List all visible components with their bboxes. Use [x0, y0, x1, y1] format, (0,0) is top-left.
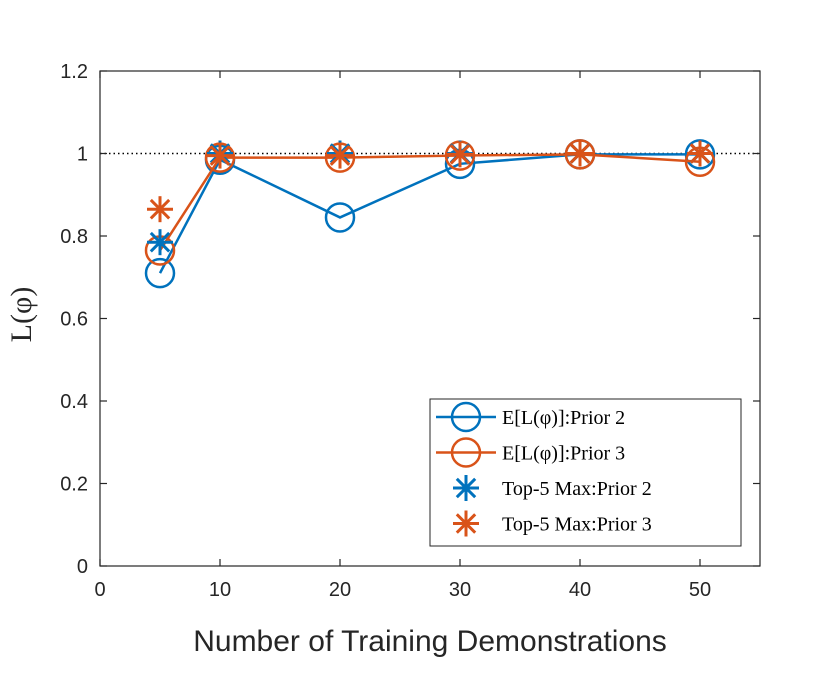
y-tick-label-0.2: 0.2 [60, 474, 88, 496]
x-tick-label-30: 30 [449, 579, 471, 601]
x-tick-label-10: 10 [209, 579, 231, 601]
series-4-point-2 [207, 142, 233, 169]
x-tick-label-20: 20 [329, 579, 351, 601]
series-4-point-4 [447, 141, 473, 168]
legend-marker-2 [450, 437, 482, 468]
series-2-line [158, 153, 701, 252]
y-tick-label-0.6: 0.6 [60, 309, 88, 331]
x-tick-label-0: 0 [94, 579, 105, 601]
legend-label-1: E[L(φ)]:Prior 2 [502, 407, 625, 429]
series-1-point-1 [144, 257, 176, 289]
x-axis-label: Number of Training Demonstrations [193, 625, 667, 658]
series-2-point-5 [564, 139, 596, 170]
legend: E[L(φ)]:Prior 2 E[L(φ)]:Prior 3 Top-5 Max:… [429, 398, 742, 547]
legend-entry-4: Top-5 Max:Prior 3 [453, 510, 652, 537]
y-tick-label-1: 1 [77, 144, 88, 166]
series-4-point-3 [327, 142, 353, 169]
y-tick-label-0.8: 0.8 [60, 226, 88, 248]
legend-entry-3: Top-5 Max:Prior 2 [453, 475, 652, 501]
y-tick-label-0.4: 0.4 [60, 391, 88, 413]
legend-marker-3 [453, 475, 479, 501]
legend-label-2: E[L(φ)]:Prior 3 [502, 443, 625, 465]
y-axis-label: L(φ) [5, 287, 38, 343]
axes: 0 10 20 30 40 50 0 0.2 0.4 0.6 0.8 1 1.2 [60, 61, 761, 601]
series-1-point-6 [684, 139, 716, 170]
x-tick-label-50: 50 [689, 579, 711, 601]
series-4-point-1 [147, 196, 173, 223]
legend-label-3: Top-5 Max:Prior 2 [502, 478, 652, 500]
series-3-point-1 [147, 229, 173, 256]
series-4-point-6 [687, 140, 713, 167]
legend-label-4: Top-5 Max:Prior 3 [502, 514, 652, 536]
x-tick-label-40: 40 [569, 579, 591, 601]
series-4 [147, 140, 713, 223]
legend-entry-2: E[L(φ)]:Prior 3 [436, 437, 625, 468]
legend-marker-4 [453, 510, 479, 537]
series-4-point-5 [567, 140, 593, 167]
y-tick-label-1.2: 1.2 [60, 61, 88, 83]
legend-box [429, 398, 742, 547]
legend-marker-1 [450, 401, 482, 433]
legend-entry-1: E[L(φ)]:Prior 2 [436, 401, 625, 433]
y-tick-label-0: 0 [77, 556, 88, 578]
series-1-point-3 [324, 202, 356, 233]
